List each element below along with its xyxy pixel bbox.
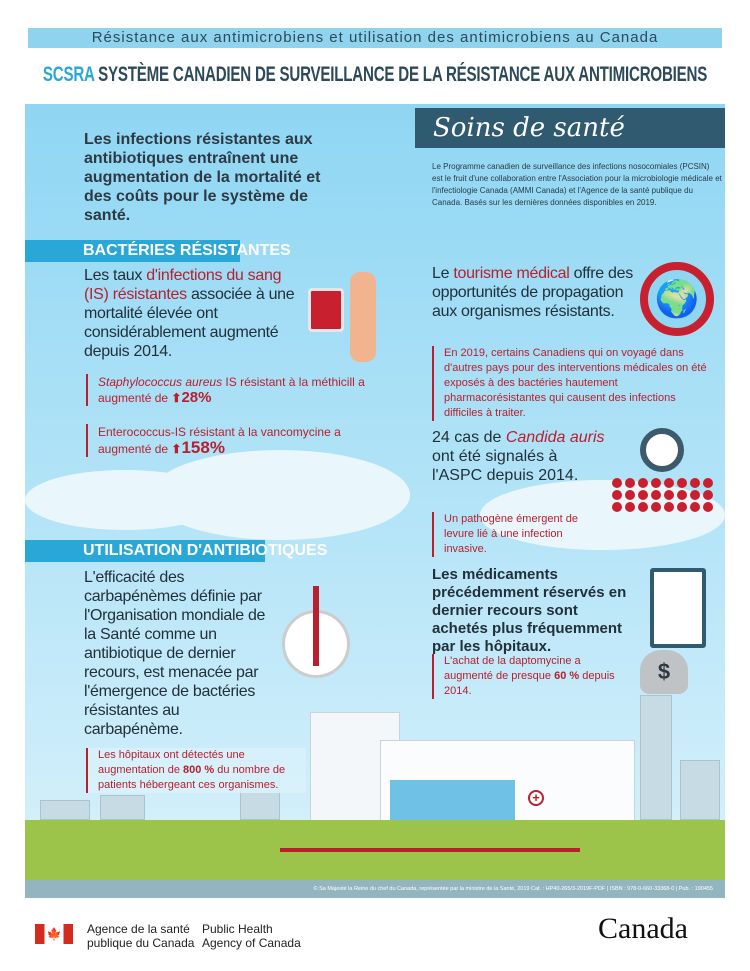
candida-text: 24 cas de Candida auris ont été signalés… xyxy=(432,428,607,485)
blood-bag-icon xyxy=(308,288,344,332)
candida-post: ont été signalés à l'ASPC depuis 2014. xyxy=(432,448,579,484)
case-dot xyxy=(703,490,713,500)
is-pre: Les taux xyxy=(84,267,147,284)
canada-wordmark: Canada xyxy=(598,912,688,945)
staph-note: Staphylococcus aureus IS résistant à la … xyxy=(86,374,366,406)
arrow-up-icon: ⬆ xyxy=(171,391,182,405)
case-dot xyxy=(638,478,648,488)
case-dot xyxy=(612,502,622,512)
staph-text: IS résistant à la méthicill a augmenté d… xyxy=(98,375,365,405)
case-dots xyxy=(612,478,722,512)
tourisme-highlight: tourisme médical xyxy=(453,265,570,282)
clipboard-icon xyxy=(650,568,706,648)
case-dot xyxy=(690,502,700,512)
carba-note: Les hôpitaux ont détectés une augmentati… xyxy=(86,748,306,793)
case-dot xyxy=(677,502,687,512)
globe-plane-icon: 🌍 xyxy=(640,262,714,336)
carba-note-value: 800 % xyxy=(183,764,215,776)
carba-note-post: du nombre de patients hébergeant ces org… xyxy=(98,764,286,791)
tourisme-text: Le tourisme médical offre des opportunit… xyxy=(432,264,637,321)
building xyxy=(680,760,720,820)
building xyxy=(40,800,90,820)
cloud xyxy=(150,450,410,540)
soins-de-sante-title: Soins de santé xyxy=(415,108,725,148)
money-bag-icon: $ xyxy=(640,650,688,694)
is-highlight: d'infections du sang (IS) résistantes xyxy=(84,267,282,303)
entero-note: Enterococcus-IS résistant à la vancomyci… xyxy=(86,424,366,457)
carba-note-pre: Les hôpitaux ont détectés une augmentati… xyxy=(98,749,245,776)
case-dot xyxy=(651,502,661,512)
section-heading-antibiotiques: UTILISATION D'ANTIBIOTIQUES xyxy=(25,540,327,562)
case-dot xyxy=(664,490,674,500)
case-dot xyxy=(690,490,700,500)
case-dot xyxy=(625,478,635,488)
tourisme-post: offre des opportunités de propagation au… xyxy=(432,265,633,320)
case-dot xyxy=(638,490,648,500)
medic-note-post: depuis 2014. xyxy=(444,670,615,697)
case-dot xyxy=(651,490,661,500)
entero-value: 158% xyxy=(181,438,225,457)
carba-text: L'efficacité des carbapénèmes définie pa… xyxy=(84,569,266,738)
top-banner: Résistance aux antimicrobiens et utilisa… xyxy=(28,28,722,48)
case-dot xyxy=(612,478,622,488)
candida-highlight: Candida auris xyxy=(505,429,605,446)
agency-name-fr: Agence de la santé publique du Canada xyxy=(87,922,195,950)
section-heading-bacteries: BACTÉRIES RÉSISTANTES xyxy=(25,240,291,262)
is-text: Les taux d'infections du sang (IS) résis… xyxy=(84,266,299,361)
soins-description: Le Programme canadien de surveillance de… xyxy=(432,162,722,207)
case-dot xyxy=(664,502,674,512)
entero-text: Enterococcus-IS résistant à la vancomyci… xyxy=(98,425,341,456)
intro-text: Les infections résistantes aux antibioti… xyxy=(84,131,321,224)
is-post: associée à une mortalité élevée ont cons… xyxy=(84,286,295,360)
magnifier-icon xyxy=(640,428,684,472)
title-acronym: SCSRA xyxy=(42,63,95,86)
case-dot xyxy=(625,502,635,512)
staph-name: Staphylococcus aureus xyxy=(98,375,223,389)
page-title: SCSRA SYSTÈME CANADIEN DE SURVEILLANCE D… xyxy=(43,62,707,88)
title-text: SYSTÈME CANADIEN DE SURVEILLANCE DE LA R… xyxy=(98,63,708,86)
building xyxy=(100,795,145,820)
hospital-canopy xyxy=(280,848,580,852)
arm-icon xyxy=(350,272,376,362)
arrow-up-icon: ⬆ xyxy=(171,442,182,456)
case-dot xyxy=(703,478,713,488)
medic-note: L'achat de la daptomycine a augmenté de … xyxy=(432,654,622,699)
case-dot xyxy=(664,478,674,488)
case-dot xyxy=(612,490,622,500)
case-dot xyxy=(651,478,661,488)
medic-note-value: 60 % xyxy=(554,670,580,682)
case-dot xyxy=(638,502,648,512)
medic-note-pre: L'achat de la daptomycine a augmenté de … xyxy=(444,655,581,682)
case-dot xyxy=(677,490,687,500)
candida-note: Un pathogène émergent de levure lié à un… xyxy=(432,512,607,557)
staph-value: 28% xyxy=(181,389,212,406)
medic-text: Les médicaments précédemment réservés en… xyxy=(432,566,627,655)
case-dot xyxy=(677,478,687,488)
hospital-cross-icon: + xyxy=(528,790,544,806)
agency-name-en: Public Health Agency of Canada xyxy=(202,922,301,950)
case-dot xyxy=(703,502,713,512)
case-dot xyxy=(690,478,700,488)
candida-pre: 24 cas de xyxy=(432,429,506,446)
arrow-up-icon xyxy=(313,586,319,666)
tourisme-pre: Le xyxy=(432,265,454,282)
building xyxy=(640,695,672,820)
canada-flag-icon: 🍁 xyxy=(35,924,73,944)
legal-footer: © Sa Majesté la Reine du chef du Canada,… xyxy=(25,880,725,898)
tourisme-note: En 2019, certains Canadiens qui on voyag… xyxy=(432,346,717,421)
case-dot xyxy=(625,490,635,500)
